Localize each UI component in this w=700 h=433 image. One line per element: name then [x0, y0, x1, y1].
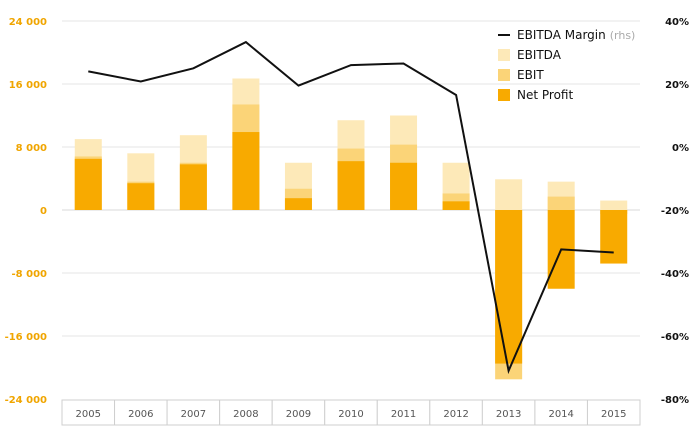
- x-axis-tick-label: 2012: [443, 409, 468, 420]
- chart-legend: EBITDA Margin (rhs) EBITDA EBIT Net Profit: [498, 28, 635, 102]
- x-axis-cell: [114, 399, 168, 426]
- x-axis-tick-label: 2013: [496, 409, 521, 420]
- right-axis-tick-label: -80%: [661, 395, 689, 406]
- bar-net-profit: [337, 161, 365, 210]
- legend-swatch: [498, 49, 510, 61]
- x-axis-cell: [271, 399, 326, 426]
- right-axis-tick-label: -40%: [661, 269, 689, 280]
- bar-net-profit: [600, 210, 628, 264]
- left-axis-tick-label: 8 000: [16, 143, 47, 154]
- left-axis-tick-label: 0: [40, 206, 47, 217]
- right-axis-tick-label: -20%: [661, 206, 689, 217]
- legend-swatch: [498, 69, 510, 81]
- legend-label-text: EBITDA Margin: [517, 28, 606, 42]
- x-axis-tick-label: 2006: [128, 409, 153, 420]
- left-axis-tick-label: 16 000: [9, 80, 47, 91]
- legend-swatch: [498, 89, 510, 101]
- left-axis-tick-label: -16 000: [5, 332, 47, 343]
- axis-layer: 24 000 16 000 8 000 0 -8 000 -16 000 -24 000 40…: [5, 17, 689, 426]
- x-axis-cell: [324, 399, 378, 426]
- bar-net-profit: [127, 183, 155, 210]
- legend-label: EBITDA Margin (rhs): [517, 28, 635, 42]
- bar-ebit: [547, 196, 575, 210]
- bar-layer: [74, 78, 628, 380]
- x-axis-tick-label: 2010: [338, 409, 363, 420]
- line-layer: [88, 40, 614, 375]
- legend-label-text: EBIT: [517, 68, 544, 82]
- bar-ebitda: [600, 200, 628, 210]
- right-axis-tick-label: -60%: [661, 332, 689, 343]
- bar-net-profit: [442, 201, 470, 210]
- legend-label: EBITDA: [517, 48, 562, 62]
- right-axis-tick-label: 0%: [672, 143, 689, 154]
- x-axis-cell: [429, 399, 483, 426]
- legend-label: Net Profit: [517, 88, 573, 102]
- bar-net-profit: [495, 210, 523, 364]
- left-axis-tick-label: -8 000: [12, 269, 48, 280]
- bar-net-profit: [179, 164, 207, 210]
- x-axis-tick-label: 2014: [548, 409, 573, 420]
- x-axis-cell: [219, 399, 273, 426]
- bar-net-profit: [284, 198, 312, 210]
- bar-net-profit: [390, 162, 418, 210]
- x-axis-tick-label: 2005: [76, 409, 101, 420]
- x-axis-cell: [166, 399, 221, 426]
- left-axis-tick-label: 24 000: [9, 17, 47, 28]
- bar-ebitda: [495, 179, 523, 210]
- bar-net-profit: [232, 132, 260, 210]
- x-axis-tick-label: 2007: [181, 409, 206, 420]
- right-axis-tick-label: 40%: [665, 17, 689, 28]
- x-axis-tick-label: 2011: [391, 409, 416, 420]
- legend-label-text: Net Profit: [517, 88, 573, 102]
- x-axis-tick-label: 2008: [233, 409, 258, 420]
- x-axis-tick-label: 2015: [601, 409, 626, 420]
- bar-net-profit: [74, 158, 102, 210]
- left-axis-tick-label: -24 000: [5, 395, 47, 406]
- right-axis-tick-label: 20%: [665, 80, 689, 91]
- legend-label-text: EBITDA: [517, 48, 562, 62]
- x-axis-tick-label: 2009: [286, 409, 311, 420]
- legend-label: EBIT: [517, 68, 544, 82]
- x-axis-cell: [586, 399, 641, 426]
- legend-note: (rhs): [610, 29, 636, 42]
- x-axis-cell: [481, 399, 536, 426]
